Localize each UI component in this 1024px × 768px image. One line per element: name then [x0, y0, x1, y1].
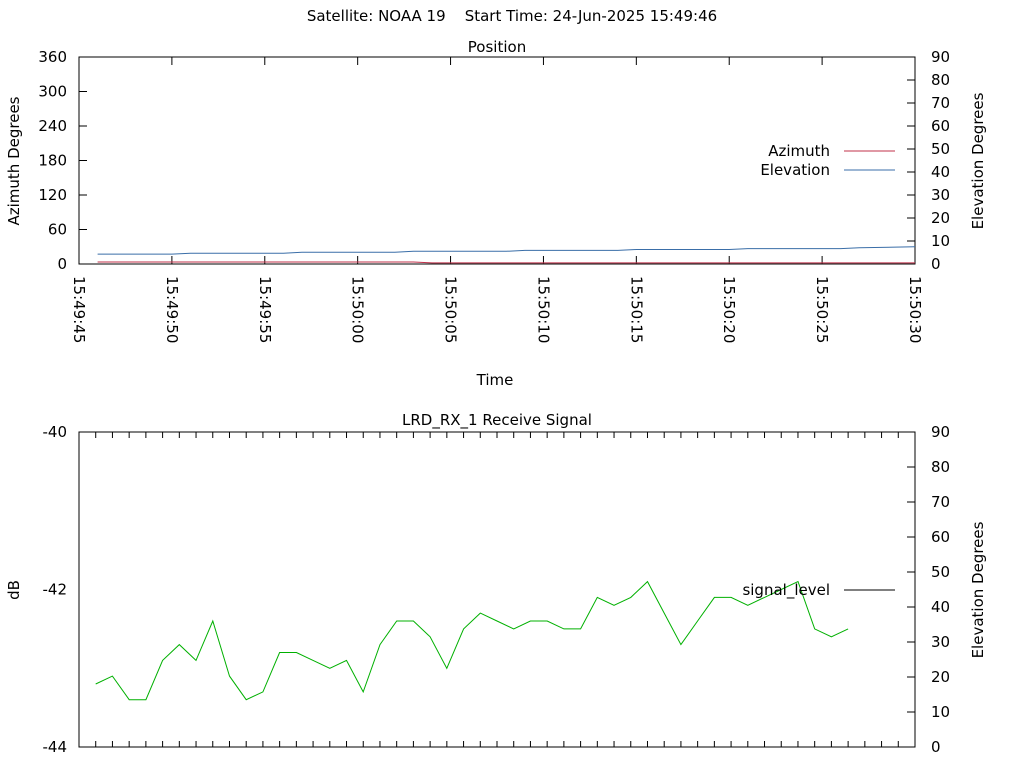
signal-series	[95, 580, 849, 701]
series-line-elevation	[97, 246, 916, 255]
position-right-axis: 0 10 20 30 40 50 60 70 80 90	[907, 48, 950, 273]
signal-right-tick-label: 50	[931, 563, 950, 581]
signal-right-tick-label: 80	[931, 458, 950, 476]
signal-ylabel-left: dB	[5, 580, 23, 600]
position-series	[97, 246, 916, 264]
position-left-tick-label: 0	[57, 255, 67, 273]
position-right-tick-label: 90	[931, 48, 950, 66]
position-legend: Azimuth Elevation	[760, 142, 895, 179]
signal-right-tick-label: 30	[931, 633, 950, 651]
position-right-tick-label: 10	[931, 232, 950, 250]
signal-right-tick-label: 70	[931, 493, 950, 511]
position-x-tick-label: 15:50:00	[349, 276, 367, 343]
position-ylabel-right: Elevation Degrees	[969, 92, 987, 229]
signal-right-tick-label: 0	[931, 738, 941, 756]
position-left-tick-label: 240	[38, 117, 67, 135]
signal-left-axis: -44 -42 -40	[43, 423, 68, 756]
position-x-tick-label: 15:50:10	[534, 276, 552, 343]
position-left-tick-label: 60	[48, 221, 67, 239]
position-right-tick-label: 20	[931, 209, 950, 227]
signal-left-tick-label: -42	[43, 581, 68, 599]
signal-right-tick-label: 10	[931, 703, 950, 721]
signal-left-tick-label: -40	[43, 423, 68, 441]
position-right-tick-label: 0	[931, 255, 941, 273]
signal-legend: signal_level	[742, 581, 895, 600]
signal-chart-title: LRD_RX_1 Receive Signal	[402, 411, 592, 430]
signal-right-tick-label: 40	[931, 598, 950, 616]
position-ylabel-left: Azimuth Degrees	[5, 96, 23, 225]
position-right-tick-label: 30	[931, 186, 950, 204]
signal-right-tick-label: 90	[931, 423, 950, 441]
position-x-axis: 15:49:45 15:49:50 15:49:55 15:50:00 15:50:05…	[70, 57, 924, 343]
legend-elevation-label: Elevation	[760, 161, 830, 179]
signal-chart: LRD_RX_1 Receive Signal -44 -42 -40 0 10 20 3…	[5, 411, 987, 756]
position-right-tick-label: 60	[931, 117, 950, 135]
position-x-tick-label: 15:49:55	[256, 276, 274, 343]
position-left-tick-label: 360	[38, 48, 67, 66]
position-right-tick-label: 50	[931, 140, 950, 158]
position-left-tick-label: 180	[38, 152, 67, 170]
signal-right-axis: 0 10 20 30 40 50 60 70 80 90	[907, 423, 950, 756]
legend-azimuth-label: Azimuth	[768, 142, 830, 160]
position-chart-title: Position	[468, 38, 526, 56]
page-title: Satellite: NOAA 19 Start Time: 24-Jun-20…	[306, 7, 718, 25]
signal-ylabel-right: Elevation Degrees	[969, 521, 987, 658]
signal-right-tick-label: 60	[931, 528, 950, 546]
position-x-tick-label: 15:50:25	[813, 276, 831, 343]
position-left-tick-label: 120	[38, 186, 67, 204]
position-x-tick-label: 15:50:30	[906, 276, 924, 343]
position-right-tick-label: 70	[931, 94, 950, 112]
series-line-signal-level	[95, 580, 849, 701]
position-left-axis: 0 60 120 180 240 300 360	[38, 48, 87, 273]
signal-right-tick-label: 20	[931, 668, 950, 686]
position-x-tick-label: 15:49:50	[163, 276, 181, 343]
position-right-tick-label: 40	[931, 163, 950, 181]
legend-signal-label: signal_level	[742, 581, 830, 600]
signal-x-axis	[78, 432, 916, 747]
position-xlabel: Time	[476, 371, 514, 389]
signal-left-tick-label: -44	[43, 738, 68, 756]
series-line-azimuth	[97, 261, 915, 264]
position-right-tick-label: 80	[931, 71, 950, 89]
position-left-tick-label: 300	[38, 83, 67, 101]
position-x-tick-label: 15:50:15	[627, 276, 645, 343]
position-x-tick-label: 15:50:05	[442, 276, 460, 343]
position-x-tick-label: 15:49:45	[70, 276, 88, 343]
position-chart: Position 0 60 120 180 240 300 360 0 10 20 30 40 50 6…	[5, 38, 987, 389]
position-x-tick-label: 15:50:20	[720, 276, 738, 343]
